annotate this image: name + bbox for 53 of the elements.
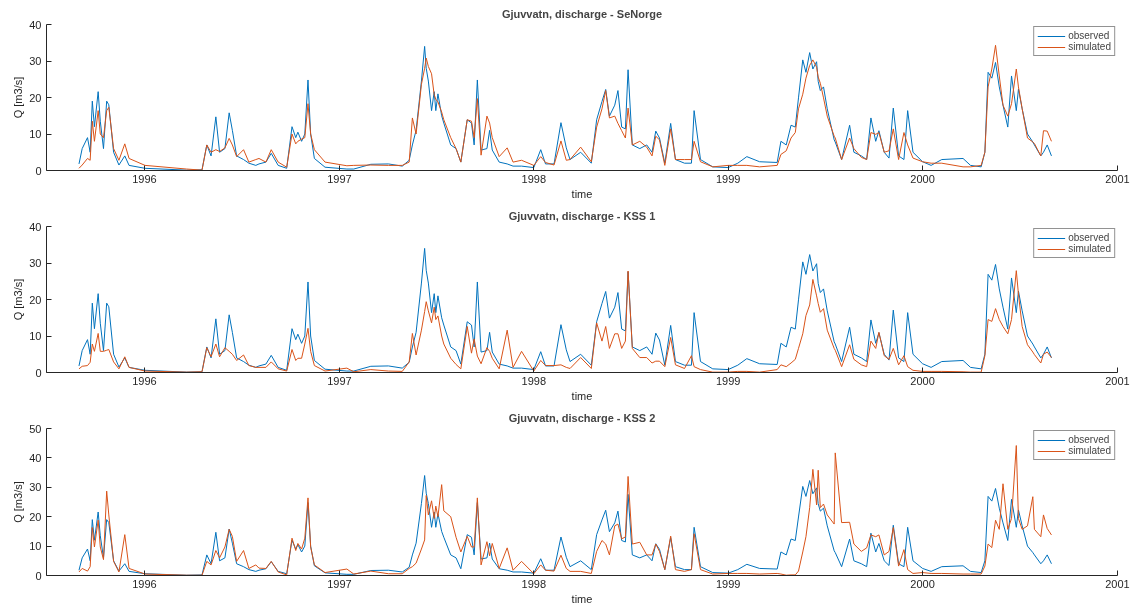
y-tick-label: 10: [29, 330, 42, 342]
x-tick-label: 2001: [1105, 172, 1130, 185]
legend-label: simulated: [1068, 243, 1111, 254]
x-tick-label: 1996: [132, 172, 157, 185]
x-tick-label: 2000: [910, 374, 935, 387]
y-tick-label: 50: [29, 422, 42, 435]
x-tick-label: 1998: [521, 577, 547, 590]
y-axis-title: Q [m3/s]: [12, 481, 25, 523]
legend-label: observed: [1068, 434, 1110, 445]
line-series: [78, 445, 1052, 576]
chart-title: Gjuvvatn, discharge - SeNorge: [501, 7, 663, 20]
y-tick-label: 20: [29, 91, 42, 104]
legend-label: simulated: [1068, 41, 1111, 52]
x-tick-label: 2000: [910, 172, 935, 185]
legend-label: observed: [1068, 30, 1110, 41]
x-tick-label: 1996: [132, 374, 157, 387]
x-axis-title: time: [571, 187, 593, 200]
y-tick-label: 30: [29, 55, 42, 67]
y-tick-label: 0: [35, 569, 42, 582]
y-tick-label: 30: [29, 481, 42, 494]
x-tick-label: 1997: [327, 172, 352, 185]
y-axis-title: Q [m3/s]: [12, 76, 25, 119]
x-tick-label: 1999: [715, 172, 741, 185]
x-tick-label: 1997: [327, 374, 352, 387]
x-tick-label: 2000: [910, 577, 935, 590]
chart-title: Gjuvvatn, discharge - KSS 1: [508, 209, 656, 222]
y-axis-title: Q [m3/s]: [12, 278, 25, 321]
x-axis-title: time: [571, 592, 593, 605]
y-tick-label: 0: [35, 164, 42, 177]
y-tick-label: 0: [35, 366, 42, 379]
line-series: [78, 247, 1052, 373]
chart-title: Gjuvvatn, discharge - KSS 2: [508, 411, 656, 424]
x-tick-label: 1999: [715, 577, 741, 590]
x-axis-title: time: [571, 389, 593, 402]
y-tick-label: 20: [29, 510, 42, 523]
x-tick-label: 1996: [132, 577, 157, 590]
x-tick-label: 2001: [1105, 374, 1130, 387]
y-tick-label: 40: [29, 220, 42, 233]
x-tick-label: 2001: [1105, 577, 1130, 590]
x-tick-label: 1999: [715, 374, 741, 387]
y-tick-label: 40: [29, 18, 42, 31]
y-tick-label: 40: [29, 451, 42, 464]
legend-label: simulated: [1068, 445, 1111, 456]
legend-label: observed: [1068, 232, 1110, 243]
line-series: [78, 270, 1052, 373]
line-series: [78, 475, 1052, 576]
y-tick-label: 10: [29, 128, 42, 140]
x-tick-label: 1998: [521, 374, 547, 387]
y-tick-label: 10: [29, 540, 42, 553]
x-tick-label: 1998: [521, 172, 547, 185]
x-tick-label: 1997: [327, 577, 352, 590]
y-tick-label: 20: [29, 293, 42, 306]
y-tick-label: 30: [29, 257, 42, 269]
